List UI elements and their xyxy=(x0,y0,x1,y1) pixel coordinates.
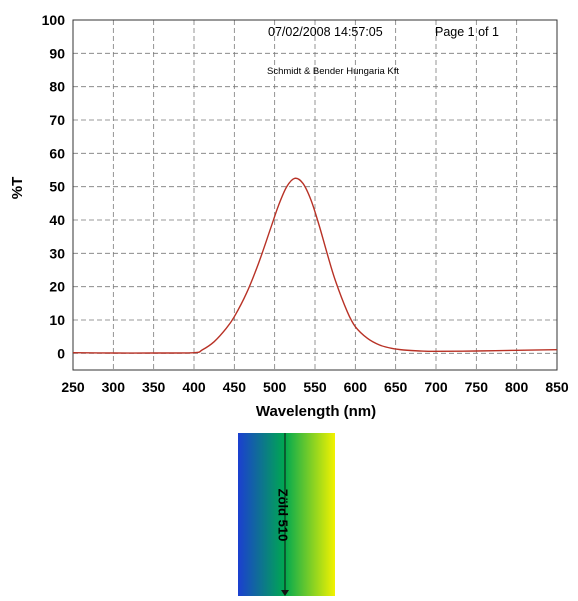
color-filter-swatch xyxy=(238,433,335,596)
page-label: Page 1 of 1 xyxy=(435,25,499,39)
x-tick-label: 850 xyxy=(545,379,569,395)
y-tick-label: 10 xyxy=(49,312,65,328)
x-tick-label: 600 xyxy=(344,379,368,395)
x-tick-label: 250 xyxy=(61,379,85,395)
swatch-marker-arrow-icon xyxy=(281,590,289,596)
swatch-graphic xyxy=(238,433,335,596)
x-tick-label: 400 xyxy=(182,379,206,395)
x-axis-title: Wavelength (nm) xyxy=(256,403,376,420)
y-tick-label: 100 xyxy=(42,12,66,28)
y-tick-label: 70 xyxy=(49,112,65,128)
datetime-label: 07/02/2008 14:57:05 xyxy=(268,25,383,39)
swatch-label: Zöld 510 xyxy=(275,488,291,542)
chart-grid xyxy=(72,19,558,370)
x-tick-label: 700 xyxy=(424,379,448,395)
y-tick-label: 20 xyxy=(49,279,65,295)
y-tick-label: 60 xyxy=(49,145,65,161)
plot-frame xyxy=(72,19,558,371)
y-tick-label: 0 xyxy=(57,345,65,361)
y-axis-ticks: 0 10 20 30 40 50 60 70 80 90 100 xyxy=(42,12,66,361)
x-tick-label: 500 xyxy=(263,379,287,395)
y-tick-label: 90 xyxy=(49,45,65,61)
x-tick-label: 650 xyxy=(384,379,408,395)
x-tick-label: 550 xyxy=(303,379,327,395)
x-tick-label: 350 xyxy=(142,379,166,395)
y-tick-label: 80 xyxy=(49,79,65,95)
y-tick-label: 30 xyxy=(49,245,65,261)
company-label: Schmidt & Bender Hungaria Kft xyxy=(267,66,399,77)
y-tick-label: 40 xyxy=(49,212,65,228)
y-axis-title: %T xyxy=(9,177,26,200)
x-tick-label: 750 xyxy=(465,379,489,395)
swatch-gradient xyxy=(238,433,335,596)
y-tick-label: 50 xyxy=(49,179,65,195)
transmittance-chart: 0 10 20 30 40 50 60 70 80 90 100 250 300 350 400 450 50… xyxy=(9,12,569,420)
x-tick-label: 800 xyxy=(505,379,529,395)
series-line xyxy=(72,177,558,354)
x-axis-ticks: 250 300 350 400 450 500 550 600 650 700 750 800 850 xyxy=(61,379,569,395)
x-tick-label: 450 xyxy=(223,379,247,395)
x-tick-label: 300 xyxy=(102,379,126,395)
